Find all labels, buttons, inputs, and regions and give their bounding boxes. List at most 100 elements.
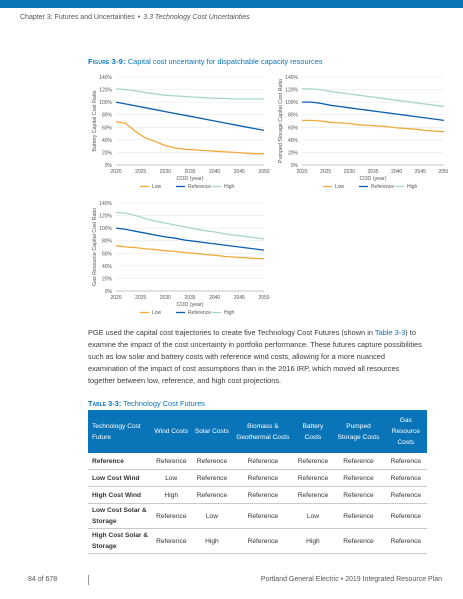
header-cell: Wind Costs (150, 410, 192, 453)
table-title: Technology Cost Futures (123, 399, 205, 408)
x-tick-label: 2020 (296, 169, 307, 175)
y-tick-label: 80% (288, 113, 299, 119)
footer-page-number: 84 of 678 (28, 576, 58, 583)
table-header-row: Technology Cost Future Wind Costs Solar … (88, 410, 427, 453)
table-cell: Reference (332, 486, 385, 504)
table-row: Low Cost Wind Low Reference Reference Re… (88, 469, 427, 487)
x-tick-label: 2040 (391, 169, 402, 175)
y-tick-label: 0% (105, 163, 113, 169)
series-line-low (115, 245, 265, 260)
y-axis-label: Battery Capital Cost Ratio (92, 90, 98, 151)
table-row: High Cost Solar & Storage Reference High… (88, 528, 427, 554)
x-tick-label: 2030 (160, 295, 171, 301)
series-line-reference (115, 227, 265, 251)
table-cell: High (293, 528, 333, 554)
table-row: Low Cost Solar & Storage Reference Low R… (88, 503, 427, 529)
row-label: High Cost Wind (88, 486, 151, 504)
header-section: 3.3 Technology Cost Uncertainties (143, 14, 250, 21)
figure-caption: Figure 3-9: Capital cost uncertainty for… (88, 57, 323, 66)
battery-cost-chart: 0% 20% 40% 60% 80% 100% 120% 140% 2020 2025 2030 20… (92, 75, 270, 190)
figure-label: Figure 3-9: (88, 57, 126, 66)
x-tick-label: 2045 (415, 169, 426, 175)
y-tick-label: 140% (285, 75, 298, 81)
x-tick-label: 2025 (135, 169, 146, 175)
header-cell: Solar Costs (191, 410, 233, 453)
table-cell: High (191, 528, 233, 554)
table-cell: High (150, 486, 192, 504)
x-tick-label: 2040 (209, 169, 220, 175)
legend-label: Low (152, 184, 162, 190)
table-cell: Reference (150, 453, 192, 470)
legend-label: Reference (188, 310, 211, 316)
row-label: Reference (88, 453, 151, 470)
table-caption: Table 3-3: Technology Cost Futures (88, 399, 205, 408)
row-label: Low Cost Wind (88, 469, 151, 487)
table-cell: Reference (384, 503, 427, 529)
table-cell: Reference (332, 503, 385, 529)
y-tick-label: 20% (288, 150, 299, 156)
table-cell: Reference (384, 486, 427, 504)
table-cell: Reference (232, 486, 294, 504)
x-tick-label: 2035 (184, 295, 195, 301)
y-tick-label: 0% (105, 289, 113, 295)
table-cell: Reference (384, 528, 427, 554)
table-label: Table 3-3: (88, 399, 122, 408)
y-tick-label: 20% (102, 150, 113, 156)
table-cell: Reference (384, 469, 427, 487)
pumped-storage-cost-chart: 0% 20% 40% 60% 80% 100% 120% 140% 2020 2025 2030 20… (278, 75, 448, 190)
series-line-reference (302, 101, 445, 122)
footer-document-info: Portland General Electric • 2019 Integra… (261, 576, 442, 583)
figure-title: Capital cost uncertainty for dispatchabl… (127, 57, 323, 66)
legend-label: Reference (371, 184, 394, 190)
y-tick-label: 40% (102, 264, 113, 270)
y-tick-label: 20% (102, 276, 113, 282)
x-tick-label: 2045 (234, 295, 245, 301)
y-tick-label: 100% (99, 100, 112, 106)
series-line-high (115, 88, 264, 100)
y-tick-label: 60% (288, 125, 299, 131)
y-tick-label: 80% (102, 113, 113, 119)
y-tick-label: 80% (102, 239, 113, 245)
table-cell: Reference (332, 528, 385, 554)
y-tick-label: 60% (102, 251, 113, 257)
table-cell: Reference (191, 453, 233, 470)
x-tick-label: 2035 (367, 169, 378, 175)
x-tick-label: 2050 (438, 169, 448, 175)
table-reference-link[interactable]: Table 3-3 (374, 328, 406, 337)
y-tick-label: 140% (99, 201, 112, 207)
y-tick-label: 40% (288, 138, 299, 144)
y-tick-label: 140% (99, 75, 112, 81)
table-row: High Cost Wind High Reference Reference … (88, 486, 427, 504)
table-cell: Reference (232, 503, 294, 529)
table-cell: Low (150, 469, 192, 487)
table-cell: Reference (332, 469, 385, 487)
y-tick-label: 100% (285, 100, 298, 106)
header-cell: Gas Resource Costs (384, 410, 427, 453)
row-label: Low Cost Solar & Storage (88, 503, 151, 529)
paragraph-text-1: PGE used the capital cost trajectories t… (88, 328, 375, 337)
table-cell: Reference (150, 528, 192, 554)
table-cell: Reference (232, 528, 294, 554)
top-accent-bar (0, 0, 463, 8)
x-tick-label: 2025 (135, 295, 146, 301)
x-tick-label: 2020 (110, 169, 121, 175)
header-cell: Pumped Storage Costs (332, 410, 385, 453)
row-label: High Cost Solar & Storage (88, 528, 151, 554)
y-tick-label: 40% (102, 138, 113, 144)
y-axis-label: Gas Resource Capital Cost Ratio (92, 208, 98, 286)
x-tick-label: 2030 (160, 169, 171, 175)
x-tick-label: 2030 (344, 169, 355, 175)
table-cell: Reference (191, 486, 233, 504)
table-cell: Reference (232, 453, 294, 470)
y-tick-label: 120% (99, 88, 112, 94)
table-cell: Reference (191, 469, 233, 487)
legend-label: Reference (188, 184, 211, 190)
x-tick-label: 2035 (184, 169, 195, 175)
table-row: Reference Reference Reference Reference … (88, 453, 427, 470)
header-cell: Technology Cost Future (88, 410, 151, 453)
legend-label: Low (335, 184, 345, 190)
y-axis-label: Pumped Storage Capital Cost Ratio (278, 79, 284, 163)
technology-cost-futures-table: Technology Cost Future Wind Costs Solar … (88, 410, 427, 554)
header-chapter: Chapter 3: Futures and Uncertainties (20, 14, 135, 21)
legend-label: High (407, 184, 418, 190)
